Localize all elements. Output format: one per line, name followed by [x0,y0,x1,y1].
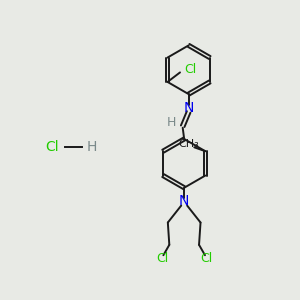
Text: N: N [184,101,194,116]
Text: N: N [179,194,189,208]
Text: CH₃: CH₃ [178,140,199,149]
Text: Cl: Cl [156,252,168,265]
Text: H: H [87,140,97,154]
Text: Cl: Cl [45,140,59,154]
Text: Cl: Cl [184,63,196,76]
Text: Cl: Cl [200,252,213,265]
Text: H: H [167,116,176,129]
